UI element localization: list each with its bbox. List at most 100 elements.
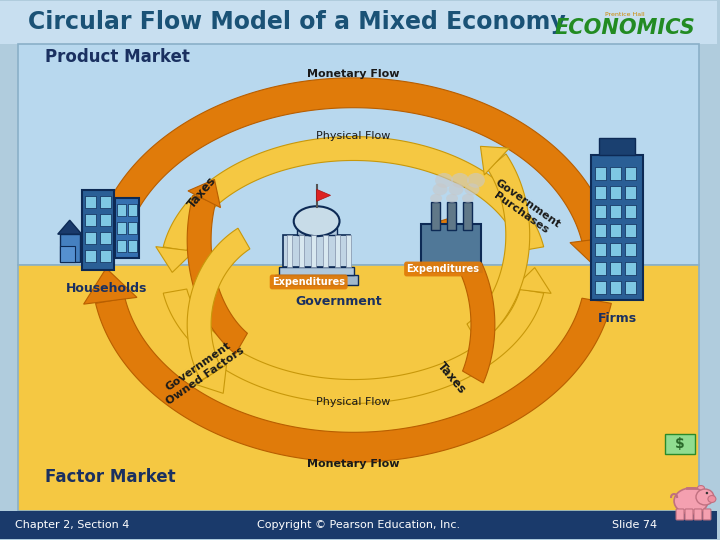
- FancyBboxPatch shape: [611, 167, 621, 180]
- FancyBboxPatch shape: [611, 243, 621, 256]
- FancyBboxPatch shape: [310, 235, 315, 267]
- Ellipse shape: [294, 206, 340, 236]
- FancyBboxPatch shape: [128, 240, 138, 252]
- Ellipse shape: [674, 488, 708, 514]
- Ellipse shape: [430, 194, 442, 203]
- Polygon shape: [96, 78, 611, 242]
- Ellipse shape: [464, 184, 480, 195]
- Polygon shape: [440, 224, 495, 383]
- FancyBboxPatch shape: [128, 222, 138, 234]
- FancyBboxPatch shape: [447, 202, 456, 230]
- FancyBboxPatch shape: [297, 227, 336, 235]
- FancyBboxPatch shape: [279, 267, 354, 275]
- Polygon shape: [467, 154, 530, 345]
- Ellipse shape: [706, 492, 708, 494]
- FancyBboxPatch shape: [18, 265, 699, 511]
- Ellipse shape: [698, 485, 704, 490]
- FancyBboxPatch shape: [625, 186, 636, 199]
- Ellipse shape: [449, 184, 464, 195]
- FancyBboxPatch shape: [625, 262, 636, 275]
- Polygon shape: [513, 268, 551, 293]
- Polygon shape: [188, 179, 220, 207]
- Text: Monetary Flow: Monetary Flow: [307, 69, 400, 79]
- FancyBboxPatch shape: [595, 224, 606, 237]
- FancyBboxPatch shape: [421, 224, 481, 272]
- Polygon shape: [58, 220, 81, 234]
- Text: Government: Government: [295, 295, 382, 308]
- FancyBboxPatch shape: [99, 197, 111, 208]
- Polygon shape: [156, 247, 194, 272]
- FancyBboxPatch shape: [595, 262, 606, 275]
- Text: ECONOMICS: ECONOMICS: [555, 18, 696, 38]
- FancyBboxPatch shape: [60, 234, 80, 262]
- Polygon shape: [480, 146, 509, 175]
- FancyBboxPatch shape: [595, 205, 606, 218]
- FancyBboxPatch shape: [85, 232, 96, 244]
- Ellipse shape: [433, 184, 448, 195]
- FancyBboxPatch shape: [599, 138, 635, 156]
- FancyBboxPatch shape: [287, 235, 292, 267]
- Text: Monetary Flow: Monetary Flow: [307, 459, 400, 469]
- Text: Slide 74: Slide 74: [612, 520, 657, 530]
- Text: Circular Flow Model of a Mixed Economy: Circular Flow Model of a Mixed Economy: [28, 10, 566, 34]
- FancyBboxPatch shape: [611, 281, 621, 294]
- Text: Taxes: Taxes: [434, 359, 468, 396]
- FancyBboxPatch shape: [117, 204, 127, 216]
- Ellipse shape: [467, 173, 485, 188]
- FancyBboxPatch shape: [611, 186, 621, 199]
- FancyBboxPatch shape: [99, 250, 111, 262]
- Polygon shape: [317, 190, 330, 201]
- FancyBboxPatch shape: [625, 205, 636, 218]
- Text: Chapter 2, Section 4: Chapter 2, Section 4: [15, 520, 130, 530]
- FancyBboxPatch shape: [283, 235, 351, 267]
- Text: $: $: [675, 437, 685, 451]
- FancyBboxPatch shape: [595, 281, 606, 294]
- FancyBboxPatch shape: [275, 275, 359, 285]
- Ellipse shape: [451, 173, 469, 188]
- Ellipse shape: [696, 489, 714, 505]
- FancyBboxPatch shape: [60, 246, 75, 262]
- Text: Firms: Firms: [598, 312, 637, 325]
- FancyBboxPatch shape: [625, 167, 636, 180]
- FancyBboxPatch shape: [595, 186, 606, 199]
- FancyBboxPatch shape: [611, 224, 621, 237]
- FancyBboxPatch shape: [335, 235, 340, 267]
- FancyBboxPatch shape: [694, 509, 702, 520]
- FancyBboxPatch shape: [625, 281, 636, 294]
- Polygon shape: [570, 236, 624, 272]
- FancyBboxPatch shape: [85, 250, 96, 262]
- Text: Taxes: Taxes: [185, 174, 219, 211]
- Polygon shape: [163, 137, 544, 251]
- FancyBboxPatch shape: [685, 509, 693, 520]
- FancyBboxPatch shape: [99, 214, 111, 226]
- FancyBboxPatch shape: [611, 205, 621, 218]
- FancyBboxPatch shape: [128, 204, 138, 216]
- Text: Government
Purchases: Government Purchases: [487, 177, 562, 239]
- FancyBboxPatch shape: [117, 222, 127, 234]
- Text: Government
Owned Factors: Government Owned Factors: [158, 336, 246, 407]
- FancyBboxPatch shape: [625, 224, 636, 237]
- FancyBboxPatch shape: [431, 202, 440, 230]
- FancyBboxPatch shape: [85, 197, 96, 208]
- FancyBboxPatch shape: [115, 198, 140, 258]
- FancyBboxPatch shape: [299, 235, 304, 267]
- Polygon shape: [84, 268, 137, 304]
- FancyBboxPatch shape: [676, 509, 684, 520]
- FancyBboxPatch shape: [117, 240, 127, 252]
- FancyBboxPatch shape: [85, 214, 96, 226]
- FancyBboxPatch shape: [463, 202, 472, 230]
- Text: Prentice Hall: Prentice Hall: [606, 12, 645, 17]
- Text: Physical Flow: Physical Flow: [316, 131, 391, 140]
- FancyBboxPatch shape: [18, 44, 699, 265]
- Ellipse shape: [446, 194, 458, 203]
- FancyBboxPatch shape: [703, 509, 711, 520]
- Text: Expenditures: Expenditures: [407, 264, 480, 274]
- Text: Households: Households: [66, 282, 147, 295]
- Text: Product Market: Product Market: [45, 48, 189, 66]
- FancyBboxPatch shape: [595, 243, 606, 256]
- Polygon shape: [187, 228, 250, 381]
- FancyBboxPatch shape: [611, 262, 621, 275]
- Polygon shape: [163, 289, 544, 403]
- Text: Physical Flow: Physical Flow: [316, 397, 391, 408]
- FancyBboxPatch shape: [595, 167, 606, 180]
